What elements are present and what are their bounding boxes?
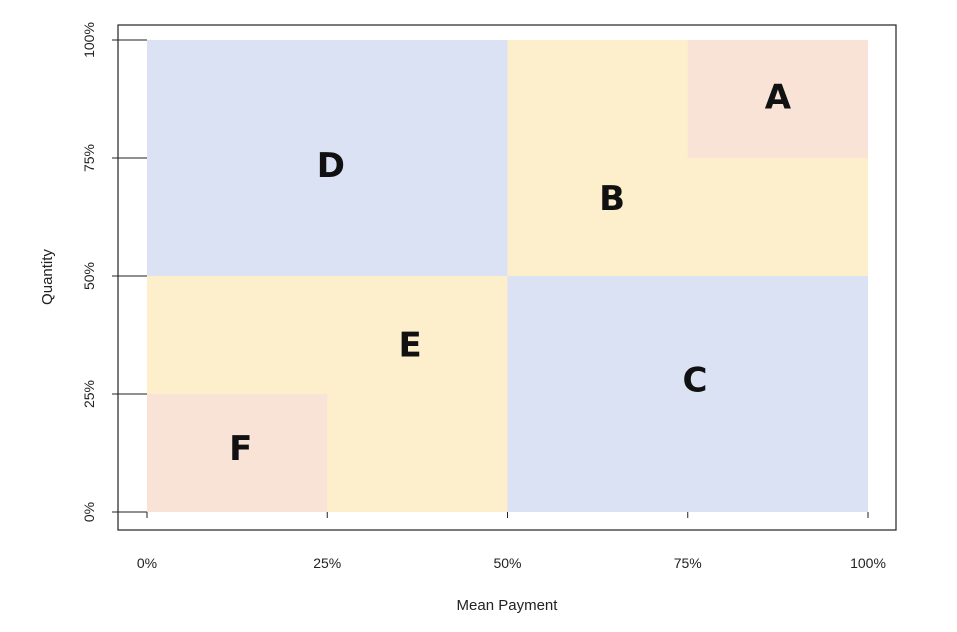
region-a [687,40,868,158]
x-tick-label: 100% [850,555,886,571]
x-axis: 0% 25% 50% 75% 100% [137,512,886,571]
plot-frame [117,24,897,531]
y-tick-label: 100% [81,22,97,58]
region-label-e: E [399,325,422,365]
region-f [147,394,328,512]
y-tick-label: 25% [81,380,97,408]
x-axis-title: Mean Payment [457,597,559,614]
y-axis: 0% 25% 50% 75% 100% [81,22,147,522]
region-label-c: C [682,361,707,401]
region-c [507,276,868,512]
region-label-a: A [765,78,792,118]
region-label-f: F [229,429,252,469]
x-tick-label: 50% [493,555,521,571]
region-labels-layer: A B C D E F [229,78,792,470]
y-axis-title: Quantity [39,249,56,305]
y-tick-label: 50% [81,262,97,290]
region-label-b: B [599,179,625,219]
x-tick-label: 0% [137,555,157,571]
x-tick-label: 25% [313,555,341,571]
x-tick-label: 75% [674,555,702,571]
y-tick-label: 0% [81,502,97,522]
y-tick-label: 75% [81,144,97,172]
region-d [147,40,508,276]
region-label-d: D [317,146,345,186]
regions-layer [147,40,868,512]
